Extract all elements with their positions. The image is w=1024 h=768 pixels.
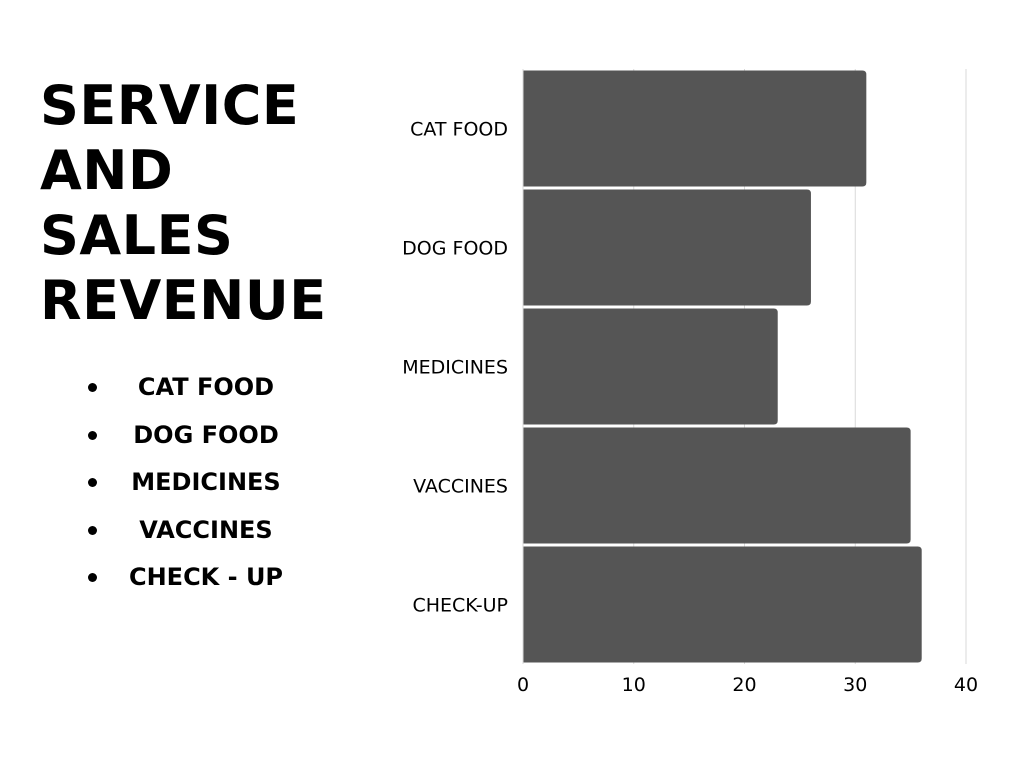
bar [523,70,867,187]
category-label: CAT FOOD [410,119,508,141]
category-label: VACCINES [413,476,508,498]
list-item-label: DOG FOOD [133,420,279,449]
list-item-label: CHECK - UP [128,563,284,591]
bullet-icon [88,383,97,392]
x-tick-label: 10 [622,674,646,696]
x-tick-label: 30 [843,674,867,696]
title-line: SALES [40,204,234,267]
x-tick-label: 20 [732,674,756,696]
category-label: CHECK-UP [412,595,508,617]
list-item: VACCINES [80,507,320,555]
bullet-icon [88,573,97,582]
bullet-icon [88,478,97,487]
list-item-label: MEDICINES [131,468,281,496]
list-item: CAT FOOD [80,364,320,412]
category-label: DOG FOOD [402,238,508,260]
list-item: DOG FOOD [80,412,320,460]
bar [523,308,778,425]
list-item: MEDICINES [80,459,320,507]
bar [523,546,922,663]
list-item-label: CAT FOOD [137,373,275,401]
bullet-icon [88,525,97,535]
bullet-icon [88,430,97,440]
category-label: MEDICINES [402,357,508,379]
list-item: CHECK - UP [80,554,320,602]
x-tick-label: 0 [517,674,529,696]
title-line: AND [40,139,174,202]
bullet-list: CAT FOOD DOG FOOD MEDICINES VACCINES CHE… [80,364,320,602]
x-tick-label: 40 [954,674,978,696]
list-item-label: VACCINES [139,515,273,544]
bar [523,189,811,306]
bar [523,427,911,544]
page-title: SERVICE AND SALES REVENUE [40,73,370,333]
title-line: REVENUE [40,269,327,332]
title-line: SERVICE [40,74,300,137]
